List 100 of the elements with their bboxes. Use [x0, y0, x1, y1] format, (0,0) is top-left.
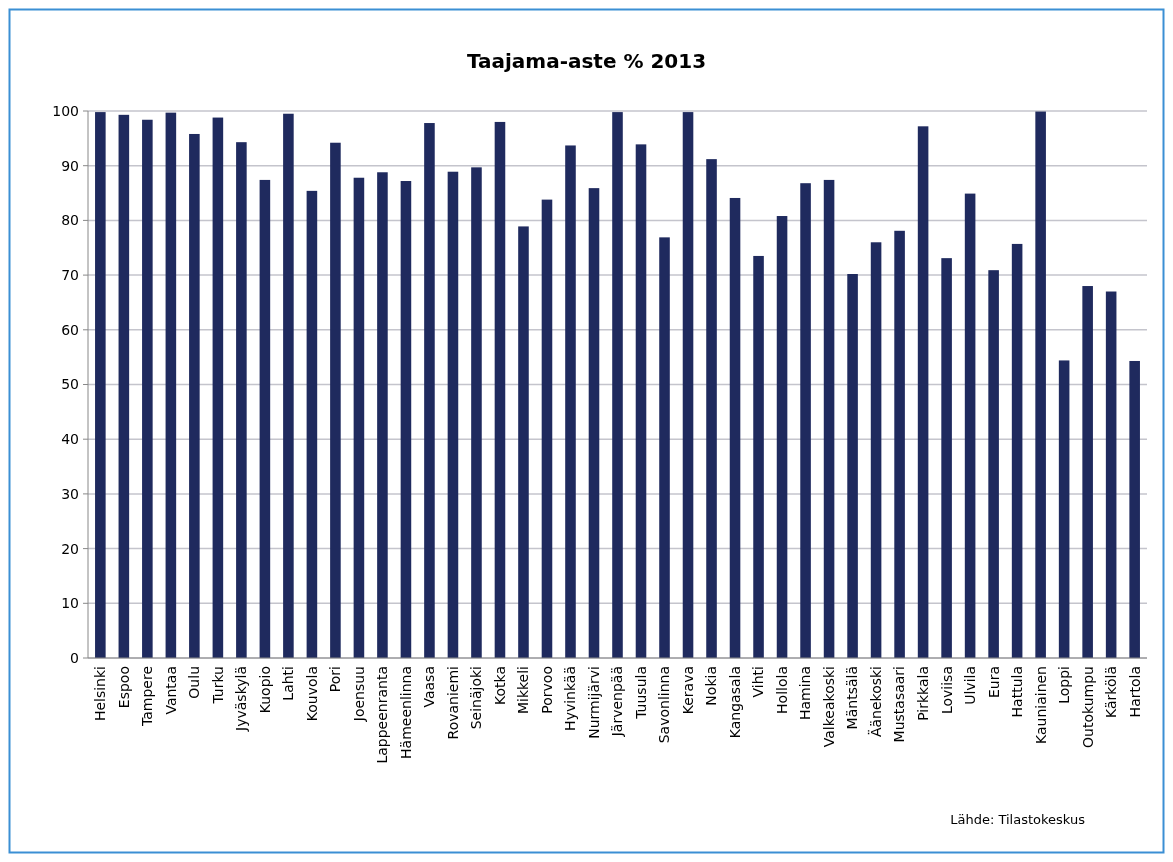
- bar: [353, 177, 365, 658]
- x-tick-label: Mustasaari: [891, 666, 908, 743]
- chart-title: Taajama-aste % 2013: [466, 49, 707, 73]
- bar: [1105, 291, 1117, 658]
- x-tick-label: Kuopio: [256, 666, 273, 714]
- x-tick-label: Kangasala: [726, 666, 743, 739]
- bar: [706, 159, 717, 658]
- x-tick-label: Eura: [985, 666, 1002, 699]
- x-tick-label: Hyvinkää: [562, 666, 579, 731]
- bar: [118, 114, 130, 658]
- x-tick-label: Vaasa: [421, 666, 438, 708]
- x-tick-label: Hämeenlinna: [397, 666, 414, 759]
- x-tick-label: Tampere: [139, 666, 156, 728]
- x-tick-label: Lappeenranta: [374, 666, 391, 764]
- bar: [964, 193, 976, 658]
- y-tick-label: 10: [61, 595, 79, 612]
- bar: [518, 226, 529, 658]
- x-tick-label: Hartola: [1126, 666, 1143, 718]
- x-tick-label: Pori: [327, 666, 344, 693]
- y-tick-label: 90: [61, 157, 79, 174]
- x-tick-label: Hollola: [773, 666, 790, 714]
- bar: [659, 237, 670, 658]
- x-tick-label: Lahti: [280, 666, 297, 701]
- bar: [400, 181, 412, 658]
- x-tick-label: Nokia: [703, 666, 720, 706]
- bar: [941, 258, 952, 658]
- bar: [165, 112, 177, 658]
- x-tick-label: Valkeakoski: [820, 666, 837, 748]
- x-tick-label: Mäntsälä: [844, 666, 861, 730]
- x-tick-label: Helsinki: [92, 666, 109, 722]
- y-tick-label: 60: [61, 321, 79, 338]
- bar: [212, 117, 224, 658]
- bar: [635, 144, 647, 658]
- bar: [447, 171, 459, 658]
- x-tick-label: Kouvola: [303, 666, 320, 722]
- x-tick-label: Kärkölä: [1103, 666, 1120, 718]
- bar: [612, 112, 623, 658]
- bar: [189, 133, 200, 658]
- x-tick-label: Oulu: [186, 666, 203, 699]
- bar: [847, 274, 858, 658]
- bar: [1082, 286, 1093, 658]
- x-tick-label: Loviisa: [938, 666, 955, 715]
- bar: [330, 142, 341, 658]
- bar: [95, 112, 106, 658]
- bar: [471, 167, 482, 658]
- bar: [142, 119, 153, 658]
- x-tick-label: Vihti: [750, 666, 767, 698]
- bar: [1129, 360, 1140, 658]
- x-tick-label: Joensuu: [350, 666, 367, 723]
- bar: [236, 142, 247, 658]
- x-tick-label: Rovaniemi: [444, 666, 461, 740]
- x-tick-label: Vantaa: [162, 666, 179, 715]
- text: Lähde: Tilastokeskus: [950, 812, 1086, 827]
- x-tick-label: Seinäjoki: [468, 666, 485, 730]
- y-tick-label: 0: [70, 649, 79, 666]
- bar: [823, 179, 835, 658]
- bar: [682, 112, 694, 658]
- bar: [894, 230, 905, 658]
- bar: [1058, 360, 1070, 658]
- x-tick-label: Kerava: [679, 666, 696, 715]
- bar: [283, 113, 294, 658]
- x-tick-label: Savonlinna: [656, 666, 673, 744]
- bar: [870, 242, 882, 658]
- bar: [565, 145, 576, 658]
- y-tick-label: 50: [61, 376, 79, 393]
- x-tick-label: Espoo: [115, 666, 132, 709]
- bar: [917, 126, 929, 658]
- x-tick-label: Äänekoski: [866, 666, 884, 738]
- x-tick-label: Turku: [209, 666, 226, 705]
- bar: [729, 197, 741, 658]
- bar: [259, 179, 271, 658]
- x-tick-label: Hattula: [1009, 666, 1026, 718]
- bar: [306, 190, 318, 658]
- bar: [1011, 243, 1023, 658]
- y-tick-label: 30: [61, 485, 79, 502]
- bar: [800, 183, 811, 658]
- y-tick-label: 100: [52, 102, 79, 119]
- bar: [776, 216, 788, 658]
- x-tick-label: Järvenpää: [609, 666, 626, 738]
- bar: [1035, 111, 1046, 658]
- y-tick-label: 20: [61, 540, 79, 557]
- x-tick-label: Kauniainen: [1032, 666, 1049, 744]
- bar: [988, 270, 999, 658]
- bar: [588, 188, 600, 658]
- y-tick-label: 80: [61, 212, 79, 229]
- bar: [753, 255, 764, 658]
- x-tick-label: Outokumpu: [1079, 666, 1096, 748]
- x-tick-label: Tuusula: [632, 666, 649, 720]
- x-tick-label: Porvoo: [538, 666, 555, 714]
- x-tick-label: Hamina: [797, 666, 814, 721]
- bar: [541, 199, 553, 658]
- x-tick-label: Jyväskylä: [233, 666, 250, 732]
- x-tick-label: Ulvila: [962, 666, 979, 705]
- bar: [494, 121, 506, 658]
- bar: [424, 123, 435, 658]
- y-tick-label: 70: [61, 267, 79, 283]
- x-tick-label: Kotka: [491, 666, 508, 705]
- x-tick-label: Pirkkala: [914, 666, 931, 721]
- y-tick-label: 40: [61, 431, 79, 448]
- bar: [377, 172, 388, 658]
